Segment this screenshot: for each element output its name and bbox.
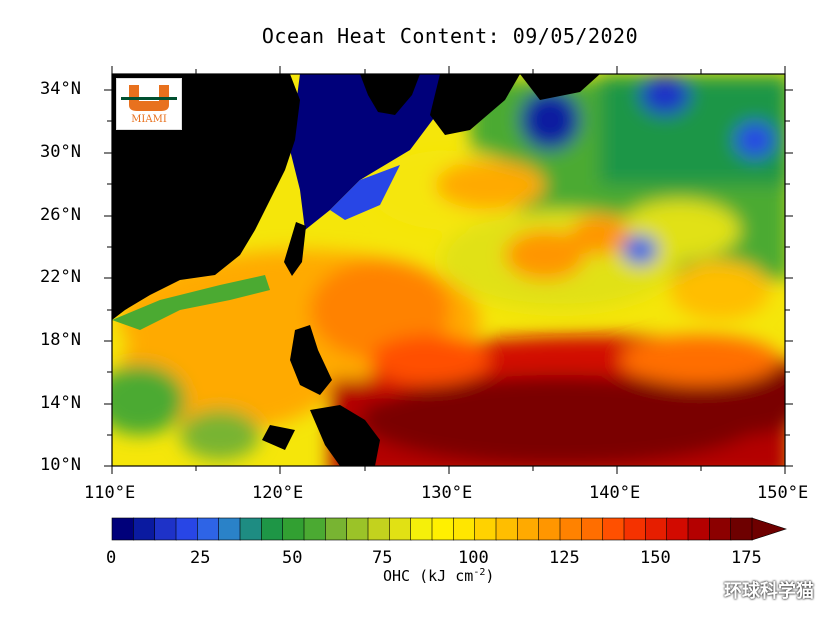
lat-label: 30°N: [40, 142, 81, 162]
colorbar-tick-label: 75: [372, 548, 393, 568]
colorbar-swatch: [666, 517, 689, 541]
colorbar-extend-arrow: [751, 517, 787, 541]
colorbar-swatch: [410, 517, 433, 541]
logo-text: MIAMI: [131, 114, 167, 125]
colorbar-swatch: [282, 517, 305, 541]
colorbar-swatch: [239, 517, 263, 541]
lat-label: 18°N: [40, 330, 81, 350]
lon-label: 140°E: [589, 483, 641, 503]
lon-label: 110°E: [84, 483, 136, 503]
longitude-ticks: [111, 66, 786, 474]
colorbar-swatch: [474, 517, 497, 541]
colorbar-swatch: [495, 517, 519, 541]
colorbar-tick-label: 125: [549, 548, 580, 568]
colorbar-swatch: [453, 517, 476, 541]
colorbar-swatch: [559, 517, 583, 541]
lat-label: 34°N: [40, 79, 81, 99]
latitude-ticks: [104, 89, 793, 467]
colorbar-swatch: [623, 517, 647, 541]
ocean-heat-field: [112, 74, 785, 466]
colorbar-swatch: [709, 517, 732, 541]
colorbar-swatch: [581, 517, 604, 541]
colorbar: [111, 517, 787, 541]
colorbar-tick-label: 50: [282, 548, 303, 568]
colorbar-swatch: [261, 517, 284, 541]
lat-label: 26°N: [40, 205, 81, 225]
lon-label: 150°E: [757, 483, 809, 503]
colorbar-swatch: [218, 517, 241, 541]
lon-label: 130°E: [421, 483, 473, 503]
colorbar-swatch: [367, 517, 391, 541]
colorbar-swatch: [346, 517, 369, 541]
colorbar-swatch: [303, 517, 327, 541]
colorbar-swatch: [730, 517, 753, 541]
land-masses: [112, 74, 600, 466]
colorbar-tick-label: 150: [640, 548, 671, 568]
map-title: Ocean Heat Content: 09/05/2020: [261, 24, 639, 48]
watermark: 环球科学猫: [724, 581, 814, 602]
colorbar-tick-label: 175: [731, 548, 762, 568]
colorbar-swatch: [197, 517, 220, 541]
colorbar-swatch: [517, 517, 540, 541]
colorbar-swatch: [602, 517, 625, 541]
colorbar-label: OHC (kJ cm-2): [383, 567, 495, 585]
lat-label: 10°N: [40, 455, 81, 475]
colorbar-swatch: [154, 517, 177, 541]
colorbar-swatch: [175, 517, 199, 541]
colorbar-tick-label: 0: [106, 548, 117, 568]
colorbar-swatch: [431, 517, 455, 541]
colorbar-swatch: [645, 517, 668, 541]
lat-label: 22°N: [40, 267, 81, 287]
colorbar-swatch: [687, 517, 711, 541]
u-logo-icon: [121, 85, 177, 111]
lon-label: 120°E: [252, 483, 304, 503]
colorbar-swatch: [538, 517, 561, 541]
lat-label: 14°N: [40, 393, 81, 413]
colorbar-swatch: [111, 517, 135, 541]
colorbar-swatch: [325, 517, 348, 541]
miami-logo: MIAMI: [116, 78, 182, 130]
colorbar-tick-label: 100: [458, 548, 489, 568]
colorbar-swatch: [389, 517, 412, 541]
colorbar-swatch: [133, 517, 156, 541]
colorbar-tick-label: 25: [190, 548, 211, 568]
